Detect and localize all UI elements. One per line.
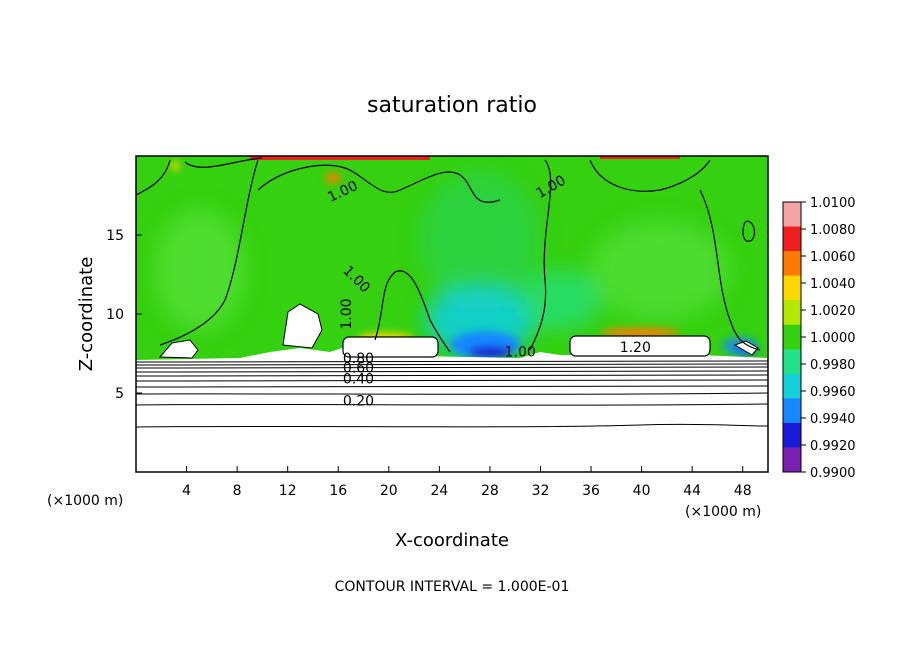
colorbar-cell [783,398,801,424]
contour-interval-note: CONTOUR INTERVAL = 1.000E-01 [335,579,570,595]
colorbar-label: 0.9980 [810,358,856,373]
white-blob-left [158,339,199,359]
colorbar-cell [783,202,801,228]
low-level-undersaturated-region [136,347,768,472]
field-extremes [170,162,758,359]
colorbar-cell [783,251,801,277]
y-tick-label: 5 [115,386,124,402]
y-axis-ticks: 5 10 15 [106,228,142,402]
x-tick-label: 20 [380,483,398,499]
x-tick-label: 12 [279,483,297,499]
contour-label: 0.20 [343,394,374,410]
colorbar-label: 1.0020 [810,304,856,319]
x-unit-left: (×1000 m) [47,493,123,509]
colorbar-cell [783,300,801,326]
supersaturated-box-right [569,335,711,357]
colorbar-label: 0.9940 [810,412,856,427]
colorbar-cell [783,275,801,301]
chart-title: saturation ratio [367,93,537,118]
colorbar-cell [783,349,801,375]
x-tick-label: 36 [582,483,600,499]
colorbar: 1.0100 1.0080 1.0060 1.0040 1.0020 1.0000 0.99… [782,196,856,481]
field-top-red-band-right [600,156,680,159]
subsaturated-contour-lines [136,360,768,428]
plot-area [136,156,768,472]
colorbar-label: 0.9960 [810,385,856,400]
colorbar-cell [783,447,801,473]
colorbar-cell [783,373,801,399]
y-axis-label: Z-coordinate [76,257,97,372]
x-tick-label: 28 [481,483,499,499]
x-axis-ticks: 4 8 12 16 20 24 28 32 36 40 44 48 [182,466,752,499]
x-unit-right: (×1000 m) [685,504,761,520]
contour-label: 0.60 [343,360,374,376]
contour-1-00-right [529,159,761,351]
contour-1-00-left [136,157,263,346]
colorbar-label: 0.9920 [810,439,856,454]
x-tick-label: 40 [633,483,651,499]
contour-label: 1.00 [505,345,536,361]
colorbar-label: 1.0080 [810,223,856,238]
x-axis-label: X-coordinate [395,530,509,551]
x-tick-label: 8 [233,483,242,499]
y-tick-label: 15 [106,228,124,244]
x-tick-label: 16 [329,483,347,499]
x-tick-label: 48 [734,483,752,499]
colorbar-label: 1.0060 [810,250,856,265]
y-tick-label: 10 [106,307,124,323]
colorbar-cell [783,324,801,350]
x-tick-label: 24 [430,483,448,499]
contour-1-00-upper [257,164,501,203]
colorbar-cell [783,422,801,448]
contour-1-00-center [374,270,451,353]
contour-labels: 1.001.001.001.001.00 1.200.800.600.400.20 [325,173,651,410]
white-blob-plume [282,303,323,349]
x-tick-label: 4 [182,483,191,499]
colorbar-label: 0.9900 [810,466,856,481]
contour-label: 0.40 [343,372,374,388]
colorbar-label: 1.0100 [810,196,856,211]
field-top-red-band [250,156,430,160]
colorbar-label: 1.0000 [810,331,856,346]
contour-label: 1.00 [339,298,355,329]
supersaturated-box-left [342,336,439,358]
contour-label: 1.20 [620,340,651,356]
contour-label: 0.80 [343,351,374,367]
x-tick-label: 44 [683,483,701,499]
x-tick-label: 32 [532,483,550,499]
colorbar-label: 1.0040 [810,277,856,292]
colorbar-cell [783,226,801,252]
